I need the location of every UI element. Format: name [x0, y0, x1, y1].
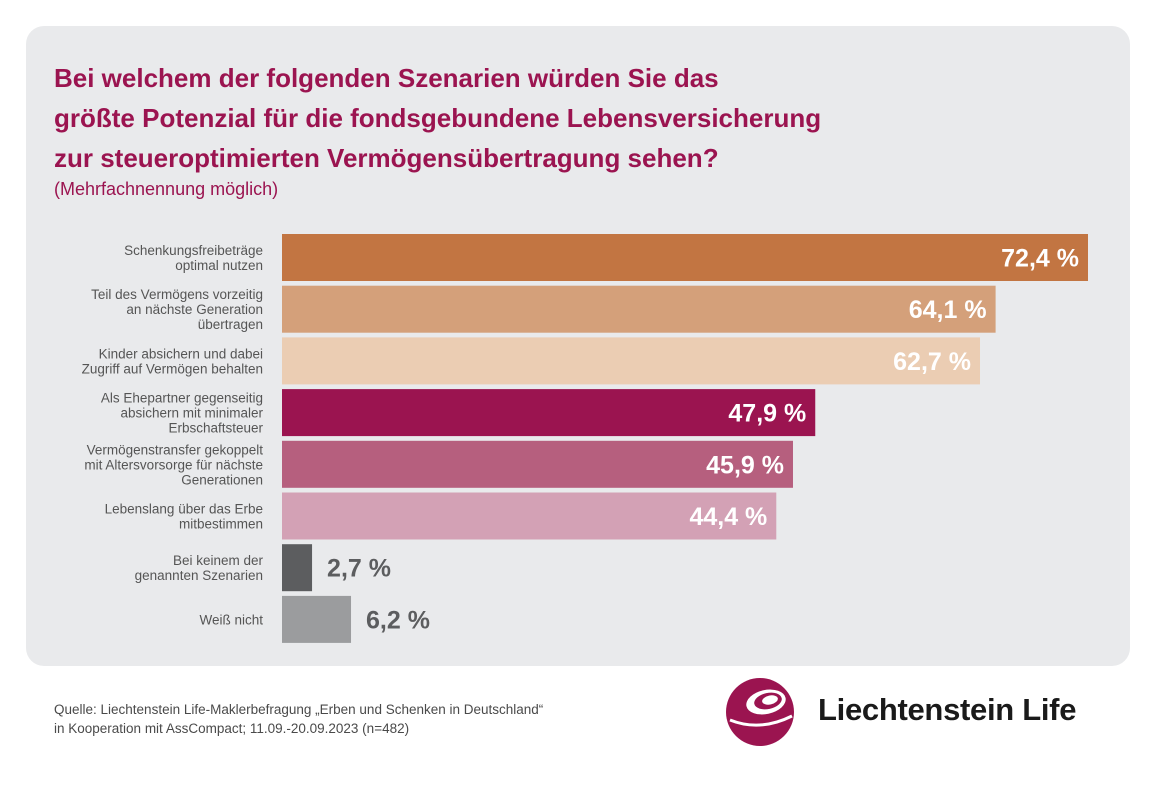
bar	[282, 337, 981, 385]
category-label-line: Teil des Vermögens vorzeitig	[91, 287, 263, 302]
chart-subtitle: (Mehrfachnennung möglich)	[54, 179, 279, 199]
category-label-line: Generationen	[181, 472, 263, 487]
chart-title: Bei welchem der folgenden Szenarien würd…	[54, 58, 954, 178]
category-label: Lebenslang über das Erbe mitbestimmen	[105, 502, 263, 532]
bar-value-label: 62,7 %	[893, 348, 971, 376]
bar	[282, 285, 996, 333]
brand-name: Liechtenstein Life	[818, 692, 1077, 727]
category-label-line: Erbschaftsteuer	[168, 421, 263, 436]
category-label-line: genannten Szenarien	[135, 568, 263, 583]
liechtenstein-life-swirl-logo-icon	[726, 678, 794, 746]
category-label: Teil des Vermögens vorzeitig an nächste G…	[91, 287, 263, 332]
bar-value-label: 72,4 %	[1001, 245, 1079, 273]
category-label-line: Als Ehepartner gegenseitig	[101, 391, 263, 406]
bar-value-label: 6,2 %	[366, 606, 430, 634]
bar-value-label: 44,4 %	[689, 503, 767, 531]
bar	[282, 389, 816, 437]
category-label-line: Vermögenstransfer gekoppelt	[87, 442, 264, 457]
category-label-line: optimal nutzen	[175, 258, 263, 273]
category-label-line: Schenkungsfreibeträge	[124, 243, 263, 258]
bar	[282, 492, 777, 540]
chart-title-line: zur steueroptimierten Vermögensübertragu…	[54, 143, 719, 173]
bar	[282, 234, 1088, 281]
category-label-line: Zugriff auf Vermögen behalten	[82, 361, 263, 376]
category-label: Als Ehepartner gegenseitig absichern mit …	[101, 391, 264, 436]
category-label-line: an nächste Generation	[126, 302, 263, 317]
category-label-line: Lebenslang über das Erbe	[105, 502, 263, 517]
category-label: Kinder absichern und dabei Zugriff auf Ve…	[82, 346, 263, 376]
bar-value-label: 45,9 %	[706, 451, 784, 479]
category-label: Vermögenstransfer gekoppelt mit Altersvor…	[84, 442, 263, 487]
category-label: Bei keinem der genannten Szenarien	[135, 553, 264, 583]
category-label-line: absichern mit minimaler	[120, 406, 263, 421]
bar	[282, 544, 313, 592]
source-line: in Kooperation mit AssCompact; 11.09.-20…	[54, 721, 410, 736]
bar	[282, 440, 793, 488]
category-label-line: Bei keinem der	[173, 553, 264, 568]
category-label: Schenkungsfreibeträge optimal nutzen	[124, 243, 263, 273]
source-line: Quelle: Liechtenstein Life-Maklerbefragu…	[54, 702, 544, 717]
bar-value-label: 47,9 %	[728, 400, 806, 428]
category-label-line: Weiß nicht	[199, 612, 263, 627]
bar-value-label: 64,1 %	[909, 296, 987, 324]
category-label: Weiß nicht	[199, 612, 263, 627]
bar-value-label: 2,7 %	[327, 555, 391, 583]
category-label-line: Kinder absichern und dabei	[99, 346, 263, 361]
chart-title-line: größte Potenzial für die fondsgebundene …	[54, 103, 822, 133]
source-note: Quelle: Liechtenstein Life-Maklerbefragu…	[54, 700, 694, 738]
category-label-line: mitbestimmen	[179, 517, 263, 532]
chart-title-line: Bei welchem der folgenden Szenarien würd…	[54, 63, 719, 93]
bar	[282, 595, 352, 643]
category-label-line: mit Altersvorsorge für nächste	[84, 457, 263, 472]
category-label-line: übertragen	[198, 317, 263, 332]
